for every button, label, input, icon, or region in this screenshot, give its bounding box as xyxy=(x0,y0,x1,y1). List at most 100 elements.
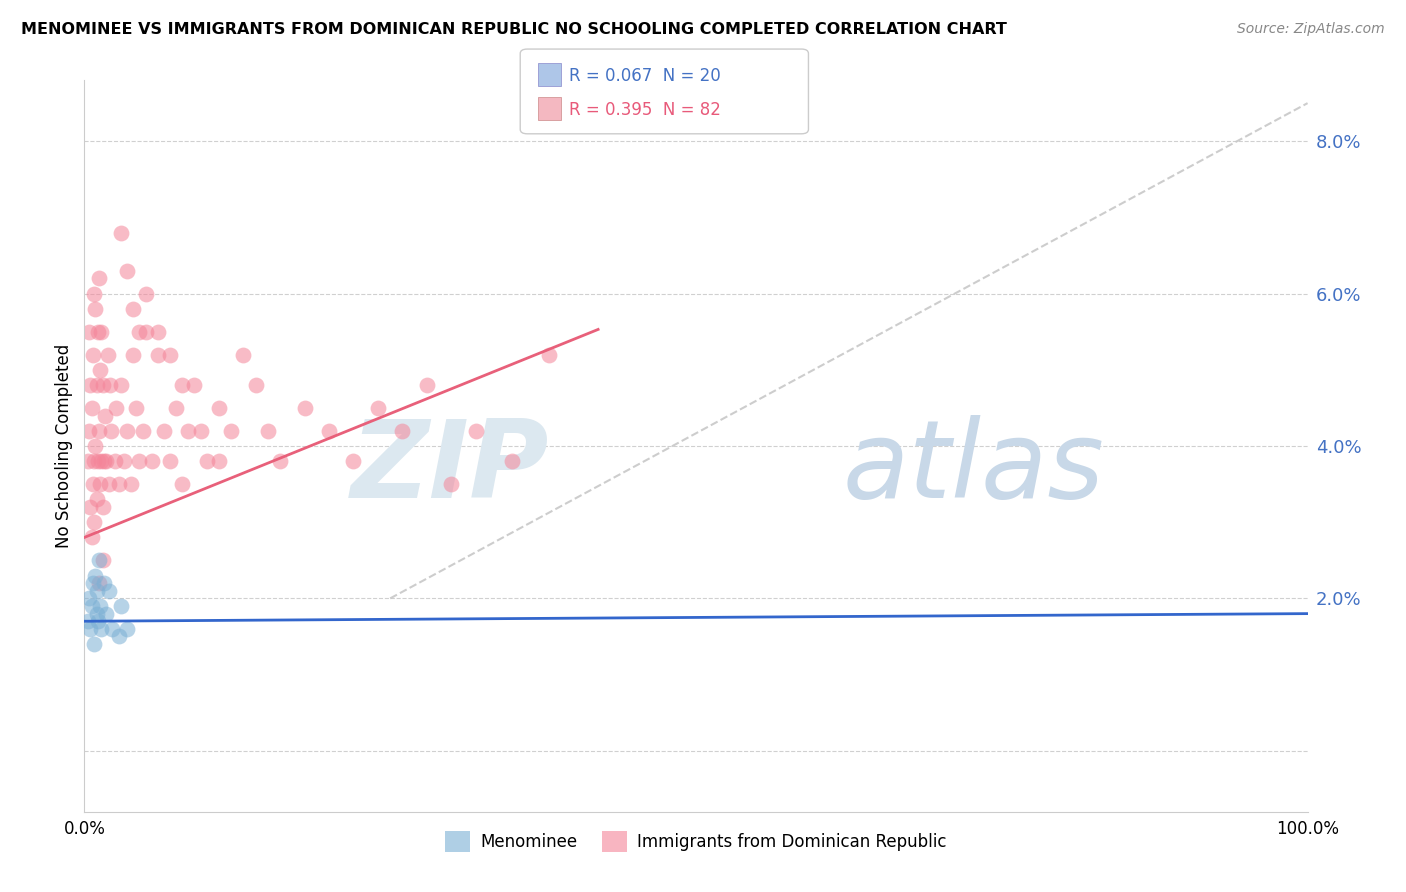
Point xyxy=(89,477,111,491)
Point xyxy=(86,492,108,507)
Text: atlas: atlas xyxy=(842,416,1105,520)
Point xyxy=(83,637,105,651)
Point xyxy=(269,454,291,468)
Y-axis label: No Schooling Completed: No Schooling Completed xyxy=(55,344,73,548)
Point xyxy=(538,348,561,362)
Point xyxy=(90,454,112,468)
Point xyxy=(82,576,104,591)
Point xyxy=(87,325,110,339)
Point xyxy=(440,477,463,491)
Point xyxy=(208,401,231,415)
Point xyxy=(91,378,114,392)
Point xyxy=(367,401,389,415)
Point xyxy=(232,348,254,362)
Point xyxy=(79,378,101,392)
Point xyxy=(86,607,108,621)
Point xyxy=(83,454,105,468)
Point xyxy=(110,378,132,392)
Point xyxy=(89,363,111,377)
Text: R = 0.395  N = 82: R = 0.395 N = 82 xyxy=(569,101,721,119)
Point xyxy=(245,378,267,392)
Point xyxy=(294,401,316,415)
Point xyxy=(97,477,120,491)
Point xyxy=(83,286,105,301)
Point xyxy=(219,424,242,438)
Point xyxy=(135,286,157,301)
Legend: Menominee, Immigrants from Dominican Republic: Menominee, Immigrants from Dominican Rep… xyxy=(439,824,953,858)
Point xyxy=(91,500,114,514)
Point xyxy=(122,348,145,362)
Point xyxy=(77,591,100,606)
Point xyxy=(87,614,110,628)
Point xyxy=(146,348,169,362)
Point xyxy=(165,401,187,415)
Point xyxy=(342,454,364,468)
Point xyxy=(87,576,110,591)
Point xyxy=(93,454,115,468)
Point xyxy=(77,454,100,468)
Point xyxy=(257,424,280,438)
Point xyxy=(146,325,169,339)
Point xyxy=(77,424,100,438)
Point xyxy=(177,424,200,438)
Point xyxy=(86,378,108,392)
Point xyxy=(135,325,157,339)
Point xyxy=(89,599,111,613)
Point xyxy=(90,325,112,339)
Point xyxy=(115,264,138,278)
Text: R = 0.067  N = 20: R = 0.067 N = 20 xyxy=(569,67,721,86)
Point xyxy=(84,568,107,582)
Point xyxy=(101,622,124,636)
Point xyxy=(97,348,120,362)
Point xyxy=(115,622,138,636)
Point xyxy=(104,454,127,468)
Point xyxy=(105,401,128,415)
Point xyxy=(87,424,110,438)
Point xyxy=(125,401,148,415)
Point xyxy=(94,409,117,423)
Point xyxy=(122,301,145,316)
Point xyxy=(93,576,115,591)
Text: Source: ZipAtlas.com: Source: ZipAtlas.com xyxy=(1237,22,1385,37)
Text: MENOMINEE VS IMMIGRANTS FROM DOMINICAN REPUBLIC NO SCHOOLING COMPLETED CORRELATI: MENOMINEE VS IMMIGRANTS FROM DOMINICAN R… xyxy=(21,22,1007,37)
Point xyxy=(183,378,205,392)
Point xyxy=(153,424,176,438)
Point xyxy=(195,454,218,468)
Point xyxy=(80,530,103,544)
Point xyxy=(120,477,142,491)
Point xyxy=(110,226,132,240)
Point xyxy=(84,439,107,453)
Point xyxy=(112,454,135,468)
Point xyxy=(115,424,138,438)
Point xyxy=(77,325,100,339)
Point xyxy=(172,477,194,491)
Point xyxy=(96,607,118,621)
Point xyxy=(132,424,155,438)
Point xyxy=(110,599,132,613)
Text: ZIP: ZIP xyxy=(352,415,550,521)
Point xyxy=(98,378,121,392)
Point xyxy=(87,553,110,567)
Point xyxy=(87,454,110,468)
Point xyxy=(416,378,439,392)
Point xyxy=(159,454,181,468)
Point xyxy=(80,599,103,613)
Point xyxy=(391,424,413,438)
Point xyxy=(190,424,212,438)
Point xyxy=(79,500,101,514)
Point xyxy=(502,454,524,468)
Point xyxy=(82,477,104,491)
Point xyxy=(96,454,118,468)
Point xyxy=(79,622,101,636)
Point xyxy=(141,454,163,468)
Point xyxy=(82,348,104,362)
Point xyxy=(77,614,100,628)
Point xyxy=(87,271,110,285)
Point xyxy=(159,348,181,362)
Point xyxy=(128,454,150,468)
Point xyxy=(91,553,114,567)
Point xyxy=(97,583,120,598)
Point xyxy=(107,477,129,491)
Point xyxy=(80,401,103,415)
Point xyxy=(83,515,105,529)
